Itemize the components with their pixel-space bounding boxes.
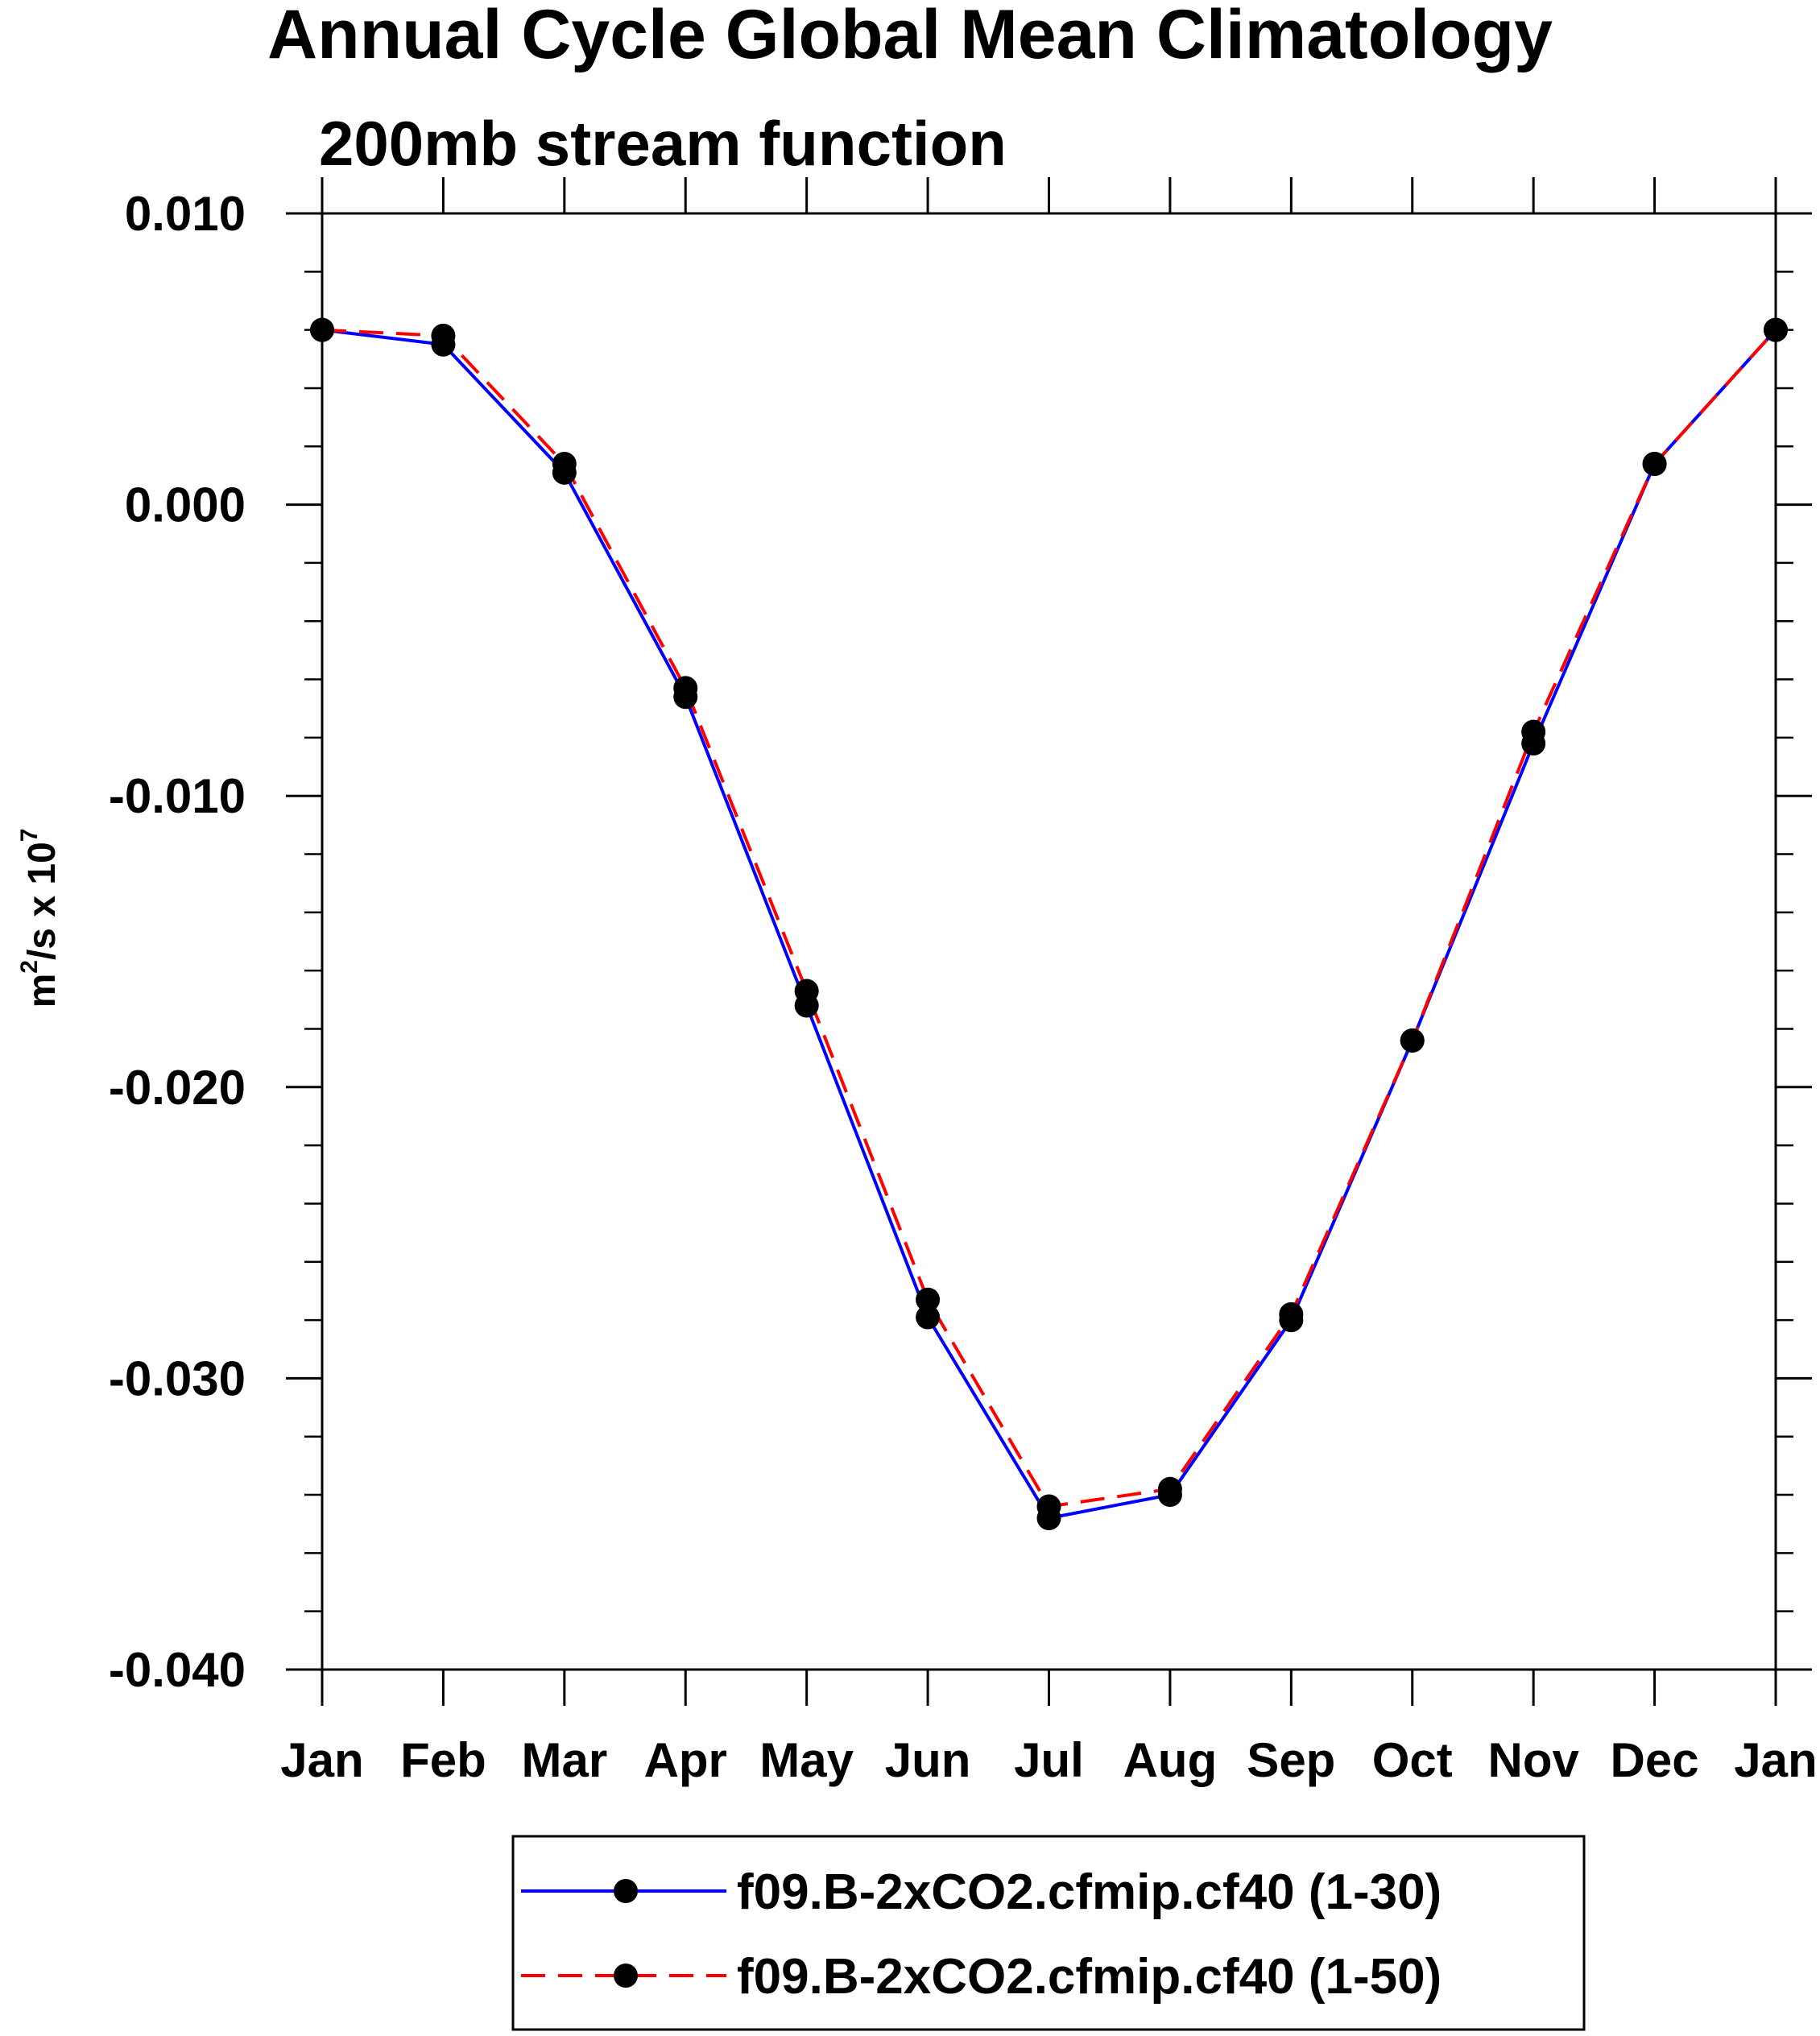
y-axis-label: m2/s x 107 [16,829,64,1008]
y-tick-label: -0.010 [109,769,246,823]
x-tick-label: Feb [400,1733,486,1787]
series-2-point [673,676,698,701]
series-line-2 [321,328,1777,1508]
legend-marker-2 [614,1964,638,1988]
x-tick-label: Jan [1734,1733,1817,1787]
series-2-point [1642,451,1667,476]
x-tick-label: Mar [521,1733,607,1787]
y-tick-label: 0.010 [125,187,246,241]
legend-box [511,1835,1586,2031]
plot-area: 0.010 0.000 -0.010 -0.020 -0.030 -0.040 Jan Feb… [109,177,1818,1787]
series-2-point [1400,1028,1425,1053]
legend-marker-1 [614,1879,638,1903]
series-2-point [1521,719,1546,744]
series-1-point [916,1305,941,1330]
x-tick-label: Jul [1014,1733,1084,1787]
x-tick-label: Sep [1247,1733,1335,1787]
legend-label-1: f09.B-2xCO2.cfmip.cf40 (1-30) [737,1864,1442,1920]
ylabel-sup-2: 7 [16,829,43,842]
x-tick-label: Apr [644,1733,727,1787]
legend-label-2: f09.B-2xCO2.cfmip.cf40 (1-50) [737,1949,1442,2005]
series-2-point [1764,317,1788,342]
x-tick-label: Oct [1372,1733,1453,1787]
ylabel-sup-1: 2 [16,960,43,974]
series-2-point [552,451,577,476]
y-tick-label: -0.020 [109,1061,246,1115]
svg-text:m2/s x 107: m2/s x 107 [16,829,64,1008]
legend: f09.B-2xCO2.cfmip.cf40 (1-30) f09.B-2xCO2… [511,1835,1586,2031]
y-tick-label: -0.030 [109,1351,246,1405]
series-2-point [1036,1494,1061,1519]
x-tick-label: Jun [885,1733,971,1787]
ylabel-mid: /s x 10 [21,842,64,960]
x-tick-label: Aug [1123,1733,1218,1787]
x-tick-label: Nov [1487,1733,1579,1787]
y-tick-label: -0.040 [109,1643,246,1697]
series-2-point [1157,1476,1182,1501]
series-2-point [1279,1301,1304,1326]
y-tick-label: 0.000 [125,478,246,532]
series-2-point [310,317,334,342]
chart-subtitle: 200mb stream function [319,108,1007,179]
chart-title: Annual Cycle Global Mean Climatology [267,0,1553,73]
x-tick-label: Dec [1611,1733,1699,1787]
ylabel-base: m [21,974,64,1008]
x-tick-label: May [759,1733,854,1787]
series-2-point [794,979,819,1004]
series-line-1 [321,328,1777,1521]
x-tick-label: Jan [280,1733,363,1787]
series-2-point [916,1287,941,1312]
plot-frame [321,212,1777,1671]
series-2-point [431,323,456,348]
